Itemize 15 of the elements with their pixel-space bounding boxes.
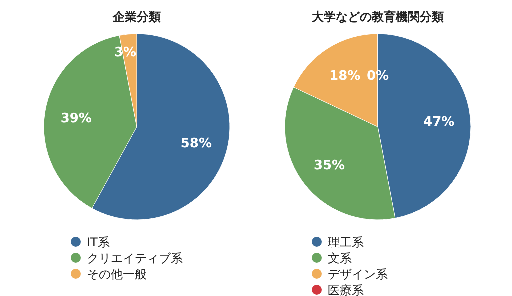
data-label: 35%	[314, 158, 346, 174]
legend-label: IT系	[87, 236, 110, 250]
legend-label: 理工系	[328, 236, 364, 250]
data-label: 39%	[60, 111, 92, 126]
text: 0%	[366, 69, 390, 84]
legend-label: 医療系	[328, 284, 364, 296]
legend-label: クリエイティブ系	[87, 252, 183, 266]
chart-title: 大学などの教育機関分類	[312, 10, 444, 24]
data-label: 47%	[424, 115, 455, 130]
chart-title: 企業分類	[112, 10, 161, 24]
legend-label: 文系	[328, 252, 352, 266]
data-label: 18%	[330, 69, 361, 84]
legend-label: その他一般	[87, 268, 147, 282]
legend-label: デザイン系	[328, 268, 388, 282]
data-label: 58%	[180, 136, 212, 152]
